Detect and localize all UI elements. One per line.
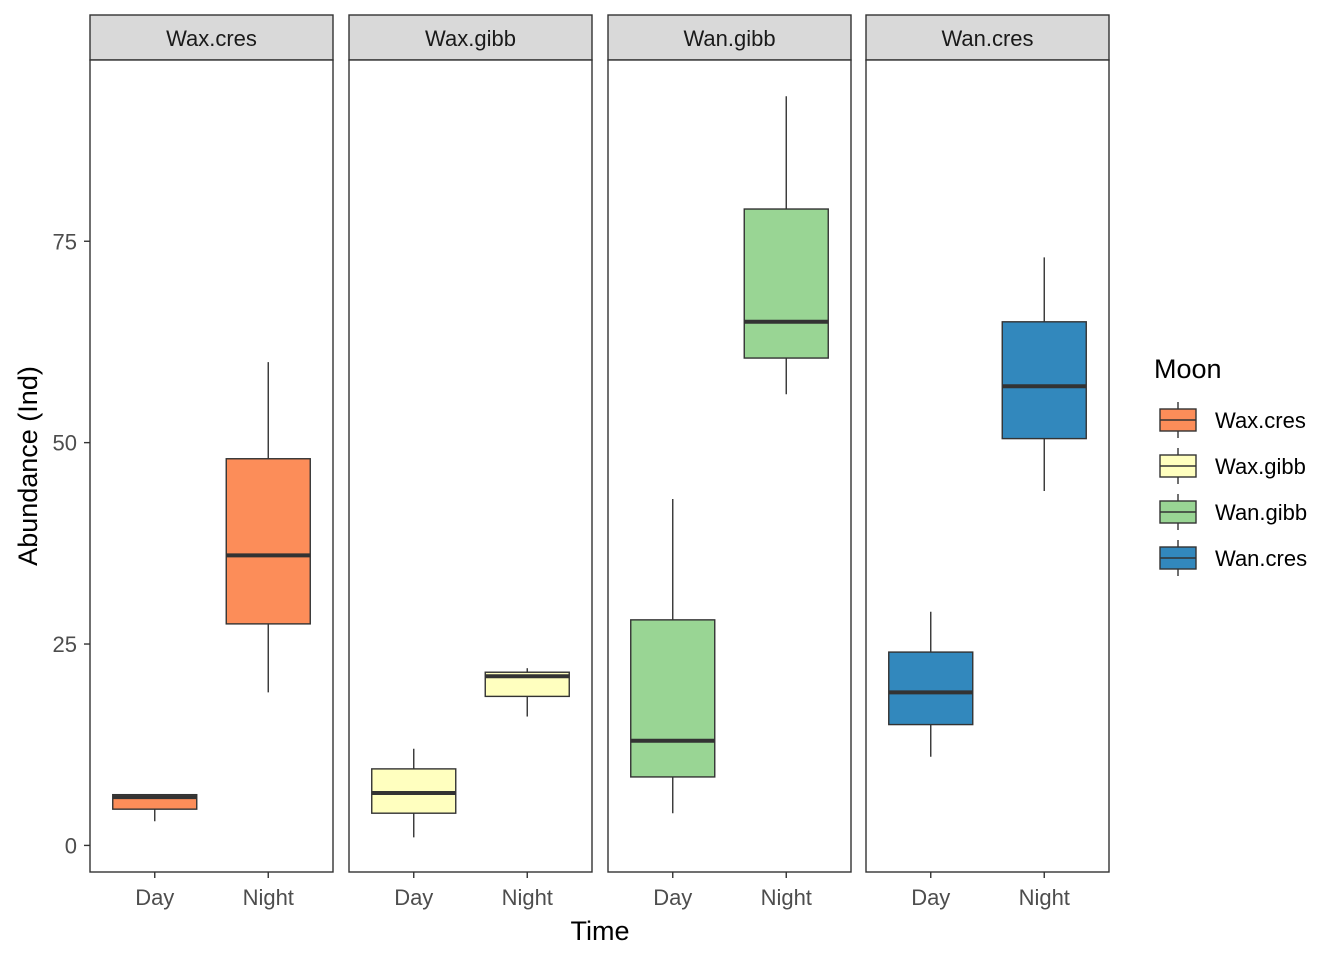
legend-title: Moon (1154, 354, 1222, 384)
y-tick-label: 75 (53, 229, 77, 254)
x-tick-label: Night (243, 885, 294, 910)
facet-strip-label: Wax.cres (166, 26, 257, 51)
box-iqr (225, 458, 311, 625)
legend-label: Wan.cres (1215, 546, 1307, 571)
box-day (630, 499, 716, 814)
facet-strip (865, 14, 1110, 61)
box-iqr (743, 208, 829, 359)
box-iqr (630, 619, 716, 778)
x-tick-label: Night (761, 885, 812, 910)
legend-label: Wan.gibb (1215, 500, 1307, 525)
legend-key-wan-gibb: Wan.gibb (1159, 494, 1307, 530)
box-day (112, 793, 198, 822)
box-day (371, 748, 457, 838)
facet-wax-cres: Wax.cres Day Night (89, 14, 334, 910)
x-tick-label: Day (911, 885, 950, 910)
legend-label: Wax.gibb (1215, 454, 1306, 479)
x-axis-title: Time (571, 916, 630, 946)
box-night (484, 668, 570, 717)
facet-wan-cres: Wan.cres Day Night (865, 14, 1110, 910)
box-iqr (371, 768, 457, 814)
x-tick-label: Day (135, 885, 174, 910)
y-tick-label: 25 (53, 632, 77, 657)
box-night (1001, 257, 1087, 491)
box-iqr (888, 651, 974, 726)
legend-key-wax-cres: Wax.cres (1159, 402, 1306, 438)
x-tick-label: Night (502, 885, 553, 910)
y-tick-label: 50 (53, 431, 77, 456)
facet-strip-label: Wax.gibb (425, 26, 516, 51)
facet-strip (89, 14, 334, 61)
legend-key-wan-cres: Wan.cres (1159, 540, 1307, 576)
box-night (225, 362, 311, 693)
x-tick-label: Night (1019, 885, 1070, 910)
y-axis-title: Abundance (Ind) (13, 366, 43, 566)
y-axis: 0 25 50 75 (53, 229, 90, 858)
y-tick-label: 0 (65, 833, 77, 858)
facet-wax-gibb: Wax.gibb Day Night (348, 14, 593, 910)
box-night (743, 96, 829, 395)
legend-label: Wax.cres (1215, 408, 1306, 433)
facet-strip-label: Wan.cres (941, 26, 1033, 51)
facet-wan-gibb: Wan.gibb Day Night (607, 14, 852, 910)
legend: Moon Wax.cres Wax.gibb Wan.gibb Wan.cres (1154, 354, 1307, 576)
panel-border (865, 59, 1110, 873)
legend-key-wax-gibb: Wax.gibb (1159, 448, 1306, 484)
facet-strip-label: Wan.gibb (683, 26, 775, 51)
x-tick-label: Day (653, 885, 692, 910)
panel-border (348, 59, 593, 873)
x-tick-label: Day (394, 885, 433, 910)
box-iqr (1001, 321, 1087, 440)
box-day (888, 611, 974, 757)
